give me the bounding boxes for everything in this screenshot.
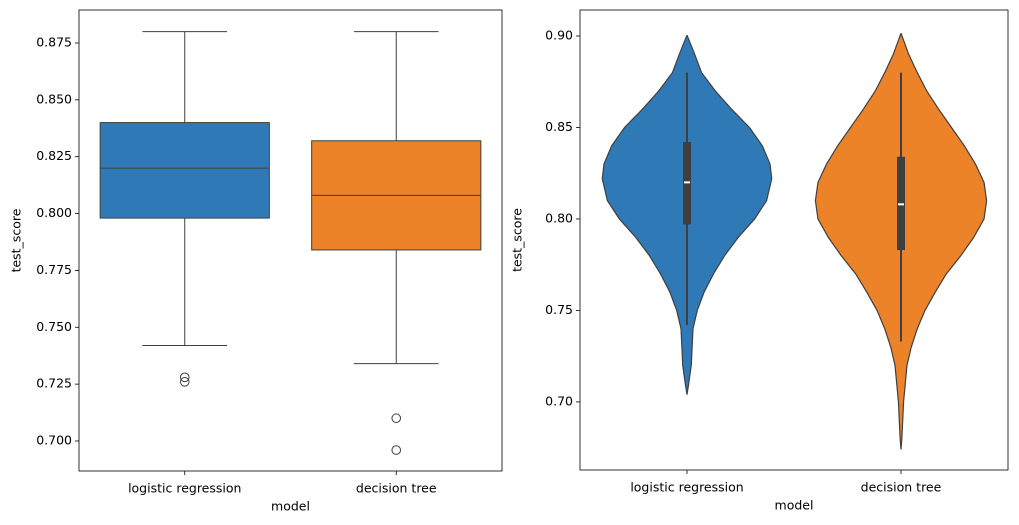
violin-outline [601, 34, 688, 395]
outlier [391, 445, 402, 455]
axes-frame [78, 9, 503, 472]
y-tick-label: 0.85 [545, 119, 573, 134]
violin-half [901, 33, 987, 450]
violin-half [687, 35, 772, 395]
box [99, 122, 270, 219]
x-tick-label: decision tree [861, 480, 942, 495]
y-tick-label: 0.75 [545, 302, 573, 317]
y-tick-label: 0.80 [545, 210, 573, 225]
x-tick-label: decision tree [356, 481, 437, 496]
y-tick-label: 0.725 [36, 376, 72, 391]
y-tick-label: 0.800 [36, 205, 72, 220]
outlier [179, 372, 190, 383]
y-tick-label: 0.70 [545, 393, 573, 408]
y-tick-label: 0.750 [36, 319, 72, 334]
y-tick-label: 0.775 [36, 262, 72, 277]
x-axis-label: model [271, 499, 310, 514]
x-tick-label: logistic regression [630, 480, 743, 495]
y-tick-label: 0.825 [36, 148, 72, 163]
x-tick-label: logistic regression [128, 481, 241, 496]
violin-outline [814, 33, 902, 450]
outlier [179, 377, 190, 387]
y-axis-label: test_score [510, 208, 525, 272]
axes-frame [579, 9, 1009, 471]
x-axis-label: model [775, 498, 814, 513]
violin-outline [900, 33, 988, 450]
y-tick-label: 0.700 [36, 432, 72, 447]
violin-half [602, 35, 687, 395]
y-tick-label: 0.850 [36, 91, 72, 106]
outlier [391, 413, 402, 424]
y-tick-label: 0.90 [545, 27, 573, 42]
y-axis-label: test_score [9, 208, 24, 272]
violin-outline [686, 34, 773, 395]
violin-half [815, 33, 901, 450]
y-tick-label: 0.875 [36, 34, 72, 49]
